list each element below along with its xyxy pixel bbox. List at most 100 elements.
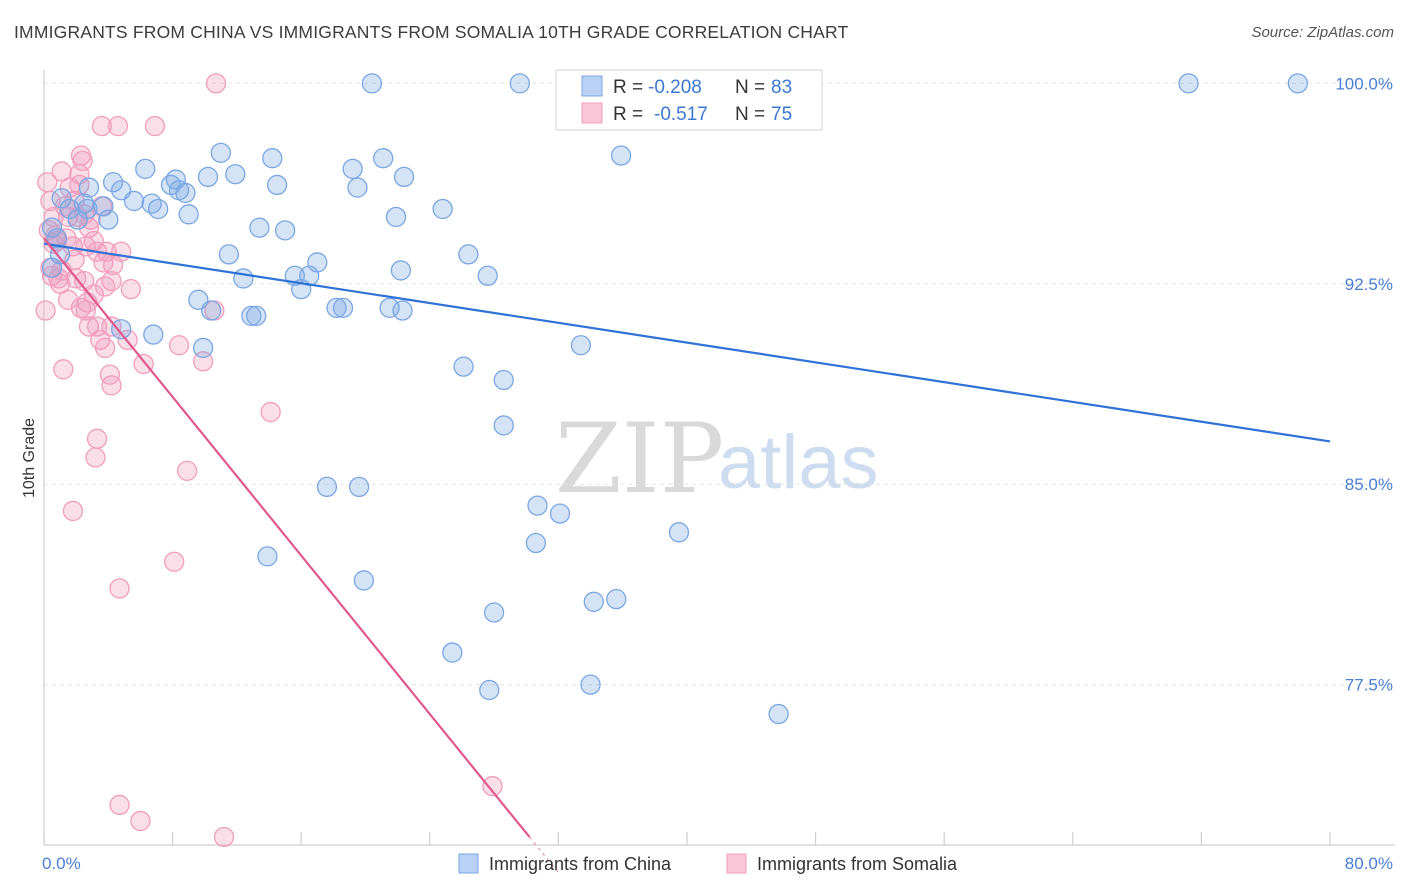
point-somalia-52 [260,401,281,423]
series-somalia-points [35,73,503,848]
point-somalia-71 [83,284,104,305]
point-china-27 [266,174,288,196]
point-china-56 [361,73,383,94]
point-china-74 [111,319,132,340]
legend-n-label-china: N = [735,77,765,98]
point-somalia-55 [109,578,130,599]
correlation-legend: R = -0.208 N = 83 R = -0.517 N = 75 [555,69,823,131]
series-china-points [41,73,1308,725]
trend-line-china [43,242,1331,443]
point-somalia-16 [107,115,129,137]
point-china-45 [385,206,407,228]
point-china-55 [493,415,514,436]
point-china-46 [393,166,415,188]
point-china-67 [583,591,604,612]
point-china-0 [41,217,63,238]
point-china-52 [477,265,498,286]
point-china-69 [580,674,601,695]
point-china-73 [768,703,789,725]
point-china-81 [1178,73,1199,94]
point-somalia-74 [43,206,64,228]
x-tick-label-min: 0.0% [42,854,81,873]
legend-n-value-china: 83 [771,77,792,98]
point-somalia-14 [72,150,93,172]
point-somalia-45 [86,428,108,449]
point-somalia-6 [51,161,72,182]
point-china-28 [249,217,270,238]
point-china-44 [373,148,394,169]
point-somalia-36 [86,316,108,337]
watermark-zip: ZIP [555,403,724,515]
point-somalia-43 [99,364,121,385]
point-china-77 [316,476,338,498]
y-axis-title: 10th Grade [21,418,38,498]
point-china-70 [483,602,505,623]
point-china-1 [46,228,68,249]
bottom-legend-swatch-somalia [726,853,747,874]
point-china-64 [549,503,571,524]
point-somalia-44 [101,375,122,396]
point-somalia-0 [38,220,59,241]
point-china-72 [479,679,500,701]
y-tick-label-2: 85.0% [1345,475,1393,494]
series-legend: Immigrants from China Immigrants from So… [458,853,958,874]
x-ticks [43,832,1331,845]
point-somalia-18 [205,73,227,94]
point-china-17 [147,198,169,220]
point-china-53 [453,356,474,377]
point-somalia-42 [53,359,74,380]
point-china-66 [668,522,690,543]
point-china-68 [606,588,627,610]
point-somalia-17 [144,115,166,137]
point-china-26 [262,148,283,169]
axes [43,70,1395,846]
point-china-31 [274,220,296,241]
point-china-9 [78,177,100,198]
watermark-atlas: atlas [718,420,879,505]
point-china-61 [610,145,632,166]
point-somalia-35 [78,316,100,337]
point-china-11 [98,209,119,230]
point-somalia-26 [102,254,124,276]
point-china-76 [192,337,214,359]
trend-line-somalia [43,237,531,838]
point-somalia-73 [120,278,141,300]
point-somalia-56 [109,794,130,816]
legend-r-value-china: -0.208 [648,77,702,98]
trend-lines [43,237,1331,874]
point-china-42 [342,158,363,180]
y-tick-label-3: 77.5% [1345,676,1393,695]
point-china-24 [210,142,231,163]
point-china-49 [392,300,413,321]
point-somalia-46 [85,447,106,468]
legend-swatch-somalia [581,102,603,124]
point-somalia-58 [213,826,235,848]
point-china-47 [390,260,412,281]
point-china-78 [348,476,370,498]
point-china-82 [1287,73,1308,94]
point-china-10 [93,196,114,217]
point-china-51 [458,244,479,265]
point-china-30 [233,268,254,289]
point-china-65 [525,532,547,554]
point-china-21 [175,182,196,204]
point-china-40 [326,297,347,318]
point-somalia-69 [41,265,63,286]
point-china-12 [102,172,124,193]
source-credit: Source: ZipAtlas.com [1251,24,1394,41]
point-somalia-27 [101,270,122,292]
point-china-50 [432,198,453,220]
point-china-35 [307,252,328,273]
point-somalia-54 [164,551,185,572]
legend-swatch-china [581,75,603,97]
point-somalia-59 [482,776,503,797]
point-china-63 [527,495,548,516]
point-china-23 [197,166,219,188]
point-somalia-53 [176,460,198,482]
point-china-79 [353,570,375,591]
point-china-36 [241,305,262,327]
point-china-37 [246,305,267,327]
point-china-25 [225,164,246,185]
legend-n-value-somalia: 75 [771,104,792,125]
